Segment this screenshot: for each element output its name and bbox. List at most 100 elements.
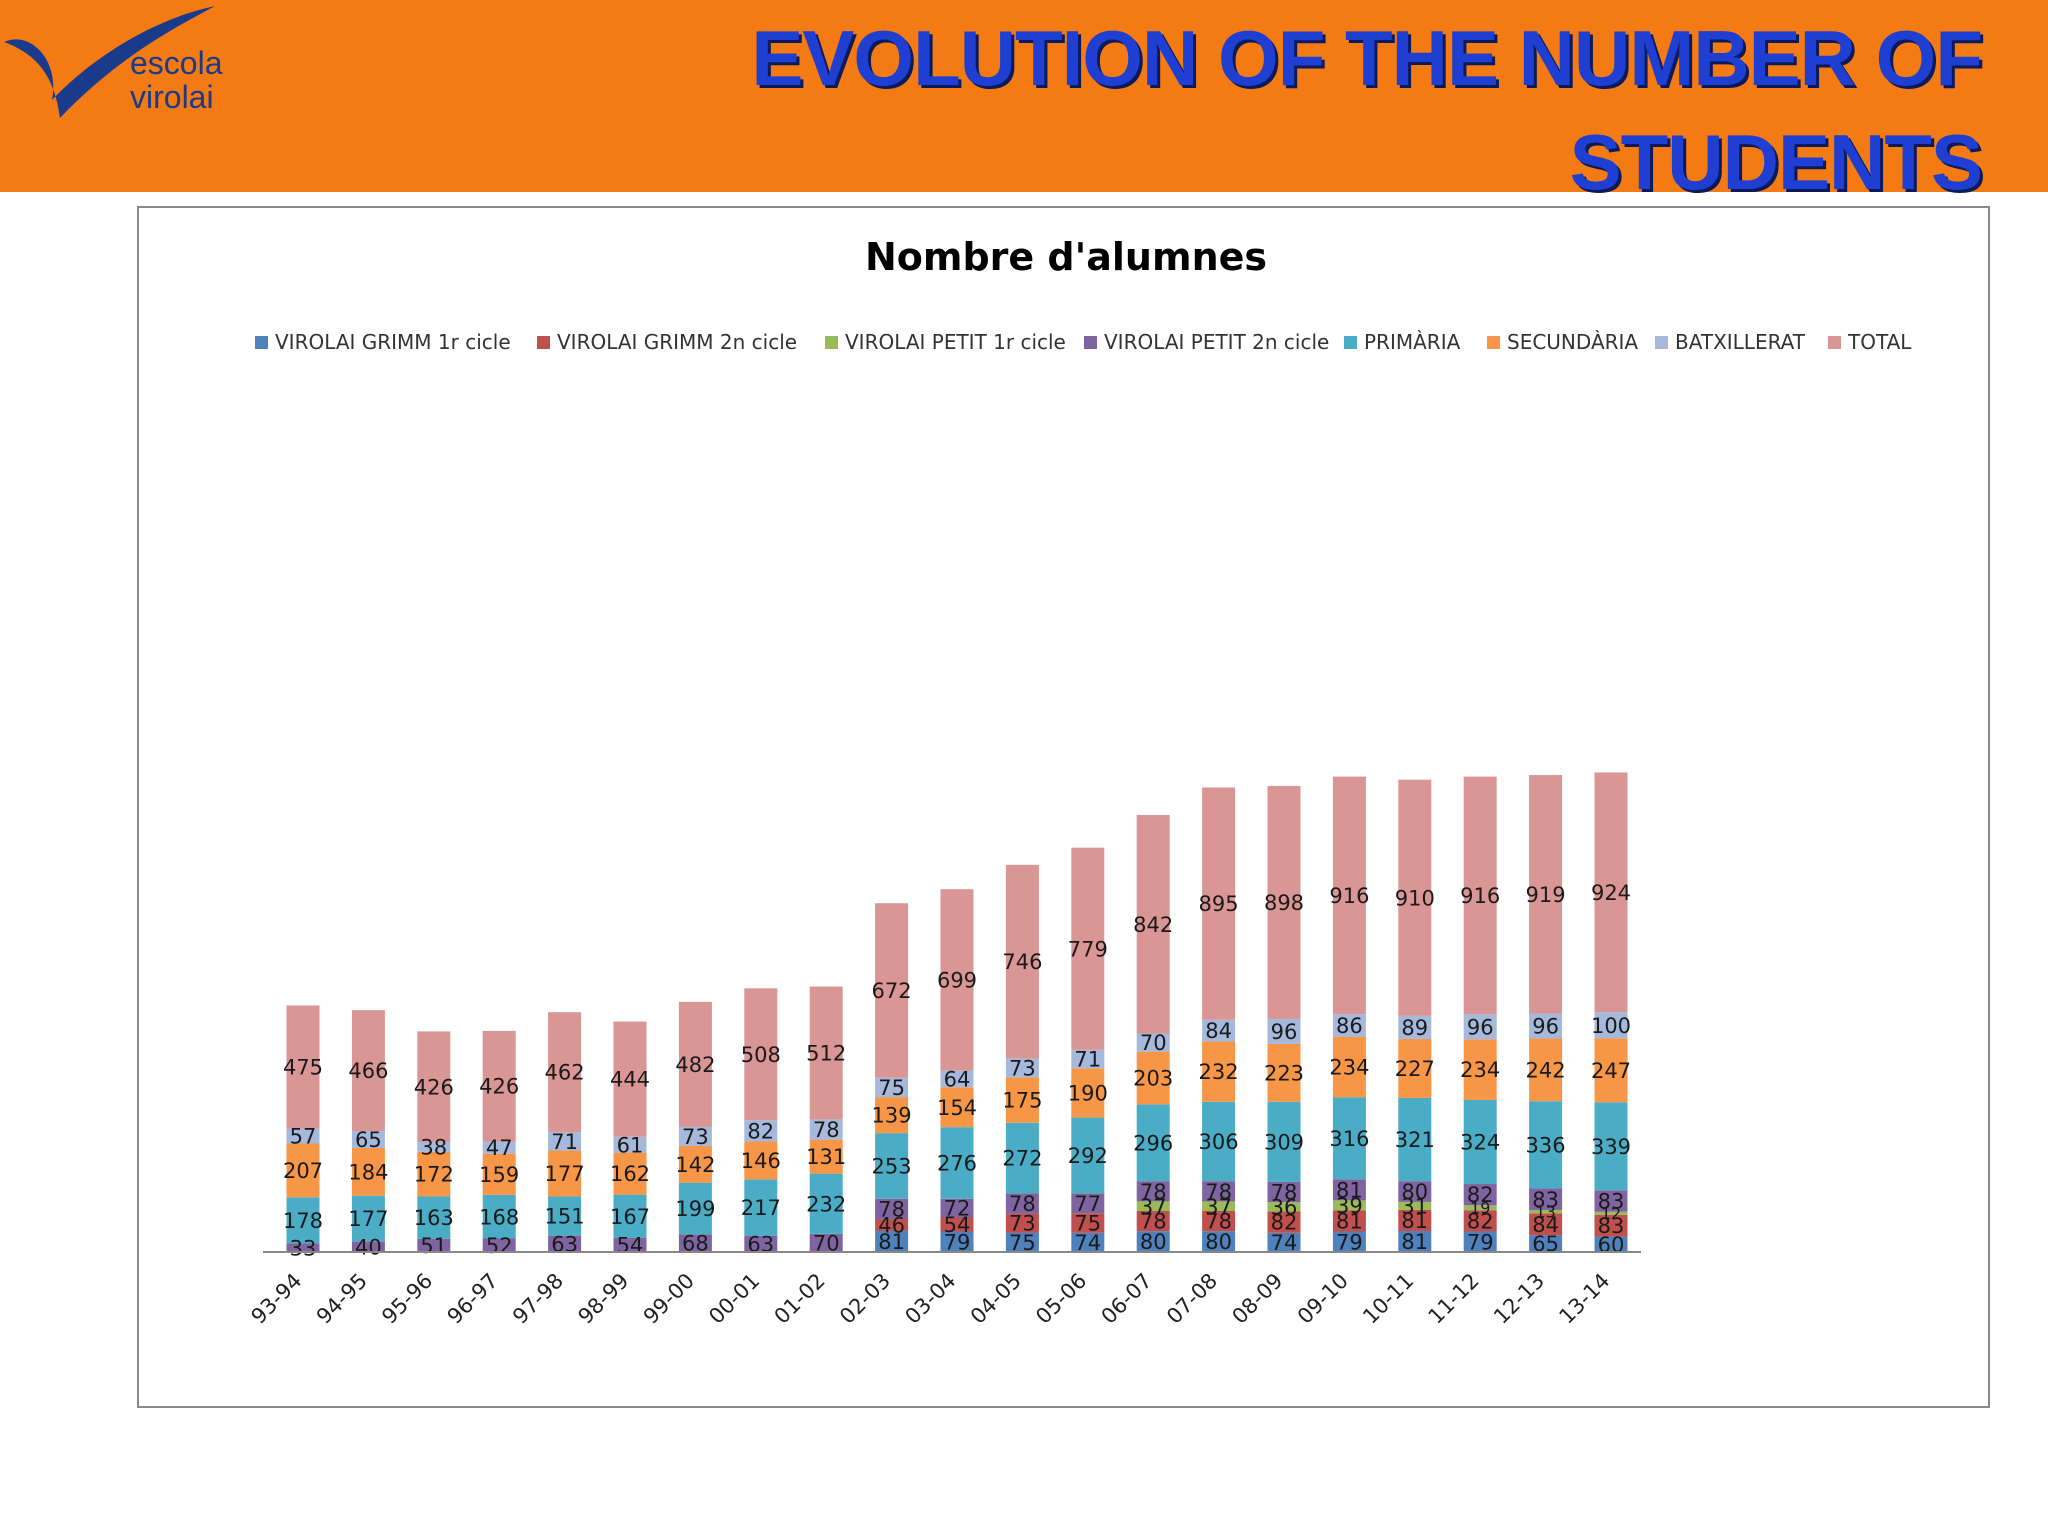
bar-batxillerat-05-06: [1071, 1049, 1105, 1069]
legend-label: TOTAL: [1847, 330, 1912, 354]
data-label-primaria-09-10: 316: [1329, 1127, 1369, 1151]
x-tick-label: 10-11: [1358, 1269, 1418, 1329]
bar-total-01-02: [809, 986, 843, 1120]
data-label-virolai-petit-2n-cicle-98-99: 54: [617, 1234, 644, 1258]
data-label-total-95-96: 426: [414, 1075, 454, 1099]
data-label-virolai-petit-1r-cicle-06-07: 37: [1140, 1195, 1167, 1219]
bar-primaria-97-98: [548, 1196, 582, 1236]
data-label-virolai-grimm-1r-cicle-07-08: 80: [1205, 1230, 1232, 1254]
data-label-primaria-99-00: 199: [675, 1197, 715, 1221]
bar-virolai-grimm-2n-cicle-03-04: [940, 1217, 974, 1232]
bar-batxillerat-08-09: [1267, 1018, 1301, 1044]
bar-virolai-petit-2n-cicle-01-02: [809, 1233, 843, 1252]
data-label-secundaria-07-08: 232: [1199, 1060, 1239, 1084]
data-label-total-98-99: 444: [610, 1068, 650, 1092]
data-label-virolai-grimm-1r-cicle-03-04: 79: [944, 1230, 971, 1254]
data-label-total-05-06: 779: [1068, 937, 1108, 961]
stacked-bar-chart: Nombre d'alumnes VIROLAI GRIMM 1r cicle V…: [246, 235, 1912, 1329]
data-label-total-13-14: 924: [1591, 881, 1631, 905]
bar-batxillerat-13-14: [1594, 1012, 1628, 1039]
data-label-batxillerat-95-96: 38: [420, 1135, 447, 1159]
data-label-primaria-05-06: 292: [1068, 1144, 1108, 1168]
bar-secundaria-96-97: [482, 1153, 516, 1195]
bar-total-05-06: [1071, 847, 1105, 1050]
data-label-secundaria-08-09: 223: [1264, 1061, 1304, 1085]
bar-secundaria-07-08: [1202, 1041, 1236, 1102]
bar-total-93-94: [286, 1005, 320, 1129]
data-label-batxillerat-96-97: 47: [486, 1136, 513, 1160]
bar-total-99-00: [678, 1001, 712, 1127]
bar-primaria-09-10: [1332, 1097, 1366, 1180]
bar-batxillerat-12-13: [1529, 1013, 1563, 1039]
data-label-total-03-04: 699: [937, 968, 977, 992]
bar-batxillerat-11-12: [1463, 1014, 1497, 1040]
bar-secundaria-01-02: [809, 1139, 843, 1174]
legend-item-total: TOTAL: [1828, 330, 1912, 354]
bar-virolai-petit-2n-cicle-99-00: [678, 1234, 712, 1252]
bar-virolai-grimm-2n-cicle-07-08: [1202, 1210, 1236, 1232]
x-tick-label: 12-13: [1489, 1269, 1549, 1329]
bar-virolai-grimm-1r-cicle-04-05: [1005, 1232, 1039, 1252]
logo-text: escola virolai: [130, 46, 223, 114]
data-label-primaria-03-04: 276: [937, 1152, 977, 1176]
bar-virolai-petit-2n-cicle-11-12: [1463, 1184, 1497, 1206]
bar-total-09-10: [1332, 776, 1366, 1015]
bar-secundaria-08-09: [1267, 1043, 1301, 1102]
bar-batxillerat-95-96: [417, 1141, 451, 1152]
x-tick-label: 96-97: [443, 1269, 503, 1329]
bar-primaria-98-99: [613, 1194, 647, 1238]
legend-item-primaria: PRIMÀRIA: [1344, 330, 1461, 354]
x-tick-label: 06-07: [1097, 1269, 1157, 1329]
data-label-virolai-grimm-1r-cicle-06-07: 80: [1140, 1230, 1167, 1254]
data-label-batxillerat-99-00: 73: [682, 1125, 709, 1149]
bar-virolai-petit-2n-cicle-10-11: [1398, 1181, 1432, 1202]
data-label-primaria-11-12: 324: [1460, 1131, 1500, 1155]
data-label-secundaria-96-97: 159: [479, 1163, 519, 1187]
legend-label: VIROLAI GRIMM 1r cicle: [275, 330, 511, 354]
legend-item-batxillerat: BATXILLERAT: [1655, 330, 1806, 354]
bar-virolai-petit-2n-cicle-06-07: [1136, 1181, 1170, 1202]
bar-virolai-grimm-1r-cicle-09-10: [1332, 1231, 1366, 1252]
data-label-virolai-petit-2n-cicle-02-03: 78: [878, 1197, 905, 1221]
bar-batxillerat-99-00: [678, 1126, 712, 1146]
bar-secundaria-05-06: [1071, 1068, 1105, 1118]
data-label-secundaria-12-13: 242: [1526, 1058, 1566, 1082]
data-label-virolai-petit-2n-cicle-10-11: 80: [1401, 1180, 1428, 1204]
bar-batxillerat-06-07: [1136, 1033, 1170, 1052]
bar-batxillerat-98-99: [613, 1136, 647, 1153]
bar-virolai-petit-1r-cicle-13-14: [1594, 1211, 1628, 1215]
x-tick-label: 93-94: [246, 1269, 306, 1329]
bar-virolai-grimm-2n-cicle-04-05: [1005, 1213, 1039, 1233]
data-label-virolai-grimm-2n-cicle-11-12: 82: [1467, 1209, 1494, 1233]
data-label-batxillerat-01-02: 78: [813, 1118, 840, 1142]
bar-virolai-petit-2n-cicle-03-04: [940, 1198, 974, 1218]
data-label-total-01-02: 512: [806, 1042, 846, 1066]
data-label-virolai-grimm-2n-cicle-04-05: 73: [1009, 1212, 1036, 1236]
data-label-total-00-01: 508: [741, 1043, 781, 1067]
bar-virolai-petit-2n-cicle-00-01: [744, 1235, 778, 1252]
data-label-virolai-grimm-1r-cicle-09-10: 79: [1336, 1230, 1363, 1254]
bar-primaria-00-01: [744, 1179, 778, 1236]
bar-virolai-petit-1r-cicle-07-08: [1202, 1201, 1236, 1211]
bar-virolai-petit-2n-cicle-97-98: [548, 1235, 582, 1252]
legend-item-secundaria: SECUNDÀRIA: [1487, 330, 1638, 354]
data-label-virolai-grimm-2n-cicle-07-08: 78: [1205, 1210, 1232, 1234]
data-label-batxillerat-08-09: 96: [1271, 1020, 1298, 1044]
bar-virolai-grimm-2n-cicle-08-09: [1267, 1211, 1301, 1233]
legend-item-virolai-petit-1r-cicle: VIROLAI PETIT 1r cicle: [825, 330, 1066, 354]
bar-virolai-petit-2n-cicle-12-13: [1529, 1188, 1563, 1210]
data-label-total-02-03: 672: [872, 979, 912, 1003]
x-tick-label: 07-08: [1162, 1269, 1222, 1329]
legend-swatch: [255, 336, 268, 349]
x-tick-label: 95-96: [377, 1269, 437, 1329]
bar-virolai-grimm-2n-cicle-09-10: [1332, 1210, 1366, 1232]
bar-virolai-petit-2n-cicle-96-97: [482, 1238, 516, 1252]
bar-secundaria-10-11: [1398, 1038, 1432, 1098]
data-label-virolai-petit-2n-cicle-09-10: 81: [1336, 1178, 1363, 1202]
data-label-virolai-petit-2n-cicle-93-94: 33: [290, 1236, 317, 1260]
bar-secundaria-12-13: [1529, 1038, 1563, 1102]
data-label-secundaria-94-95: 184: [348, 1160, 388, 1184]
bar-batxillerat-93-94: [286, 1128, 320, 1144]
data-label-batxillerat-02-03: 75: [878, 1076, 905, 1100]
bar-total-07-08: [1202, 787, 1236, 1020]
